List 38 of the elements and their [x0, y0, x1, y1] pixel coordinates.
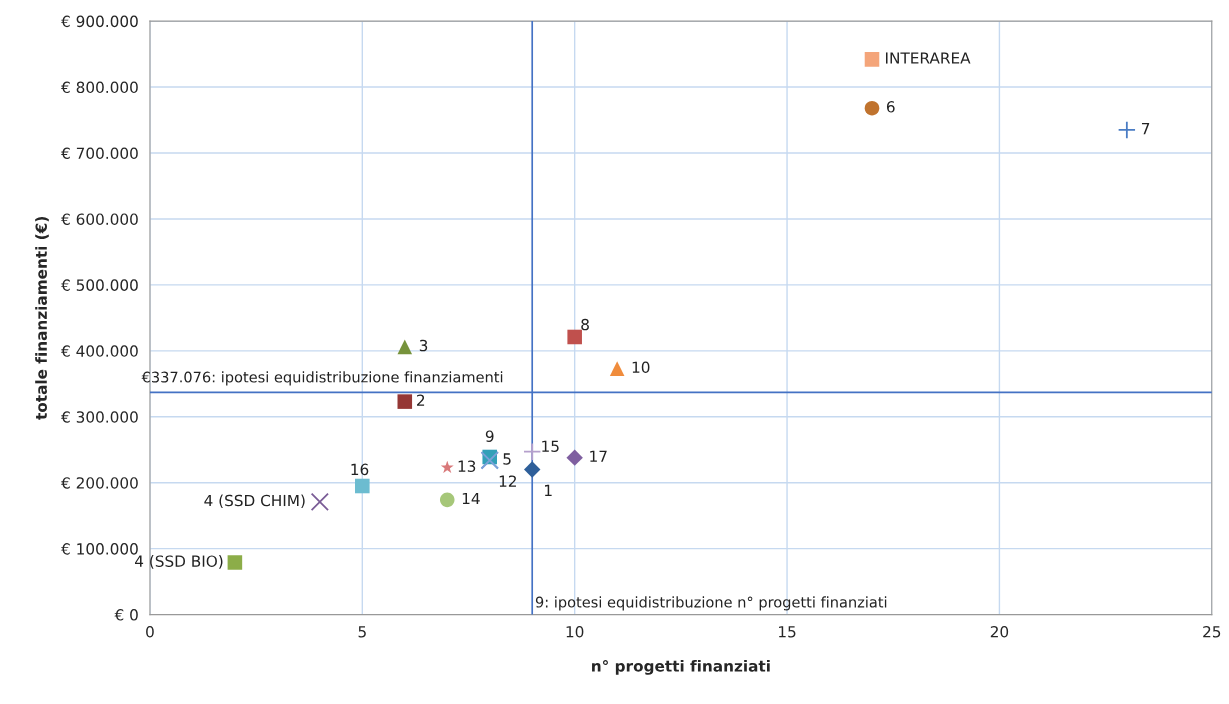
x-tick-label: 15 [779, 626, 796, 638]
series-label: 17 [590, 450, 607, 462]
x-tick-label: 25 [1203, 625, 1221, 638]
series-label: 15 [542, 440, 559, 452]
series-label: 9 [485, 430, 494, 442]
series-label: 7 [1141, 123, 1150, 135]
series-label: 14 [462, 492, 480, 505]
series-label: 4 (SSD BIO) [134, 555, 223, 569]
series-label: 16 [351, 463, 369, 476]
series-label: 12 [499, 475, 516, 487]
y-tick-label: € 200.000 [61, 477, 138, 489]
series-label: 1 [545, 484, 552, 496]
y-tick-label: € 700.000 [61, 147, 138, 160]
y-tick-label: € 900.000 [61, 15, 138, 28]
x-tick-label: 10 [566, 625, 584, 638]
x-axis-title: n° progetti finanziati [592, 659, 770, 675]
series-label: 3 [419, 339, 428, 352]
ref-line-label: €337.076: ipotesi equidistribuzione finanziamenti [141, 371, 503, 386]
series-label: 13 [458, 460, 476, 472]
y-tick-label: € 800.000 [61, 81, 138, 94]
y-axis-title: totale finanziamenti (€) [35, 217, 49, 420]
series-label: 4 (SSD CHIM) [204, 494, 305, 509]
y-tick-label: € 400.000 [61, 345, 138, 357]
y-tick-label: € 600.000 [61, 213, 138, 225]
y-tick-label: € 100.000 [61, 543, 138, 555]
y-tick-label: € 0 [114, 609, 138, 621]
ref-line-label: 9: ipotesi equidistribuzione n° progetti finanziati [535, 596, 887, 611]
series-label: 10 [632, 361, 650, 374]
series-label: 8 [581, 318, 589, 331]
series-label: 5 [503, 453, 511, 465]
y-tick-label: € 500.000 [61, 279, 138, 291]
series-label: INTERAREA [886, 52, 971, 64]
series-label: 6 [886, 101, 895, 113]
x-tick-label: 20 [990, 625, 1009, 638]
y-tick-label: € 300.000 [61, 411, 138, 423]
x-tick-label: 0 [146, 625, 154, 638]
series-label: 2 [417, 394, 425, 406]
x-tick-label: 5 [358, 626, 366, 638]
